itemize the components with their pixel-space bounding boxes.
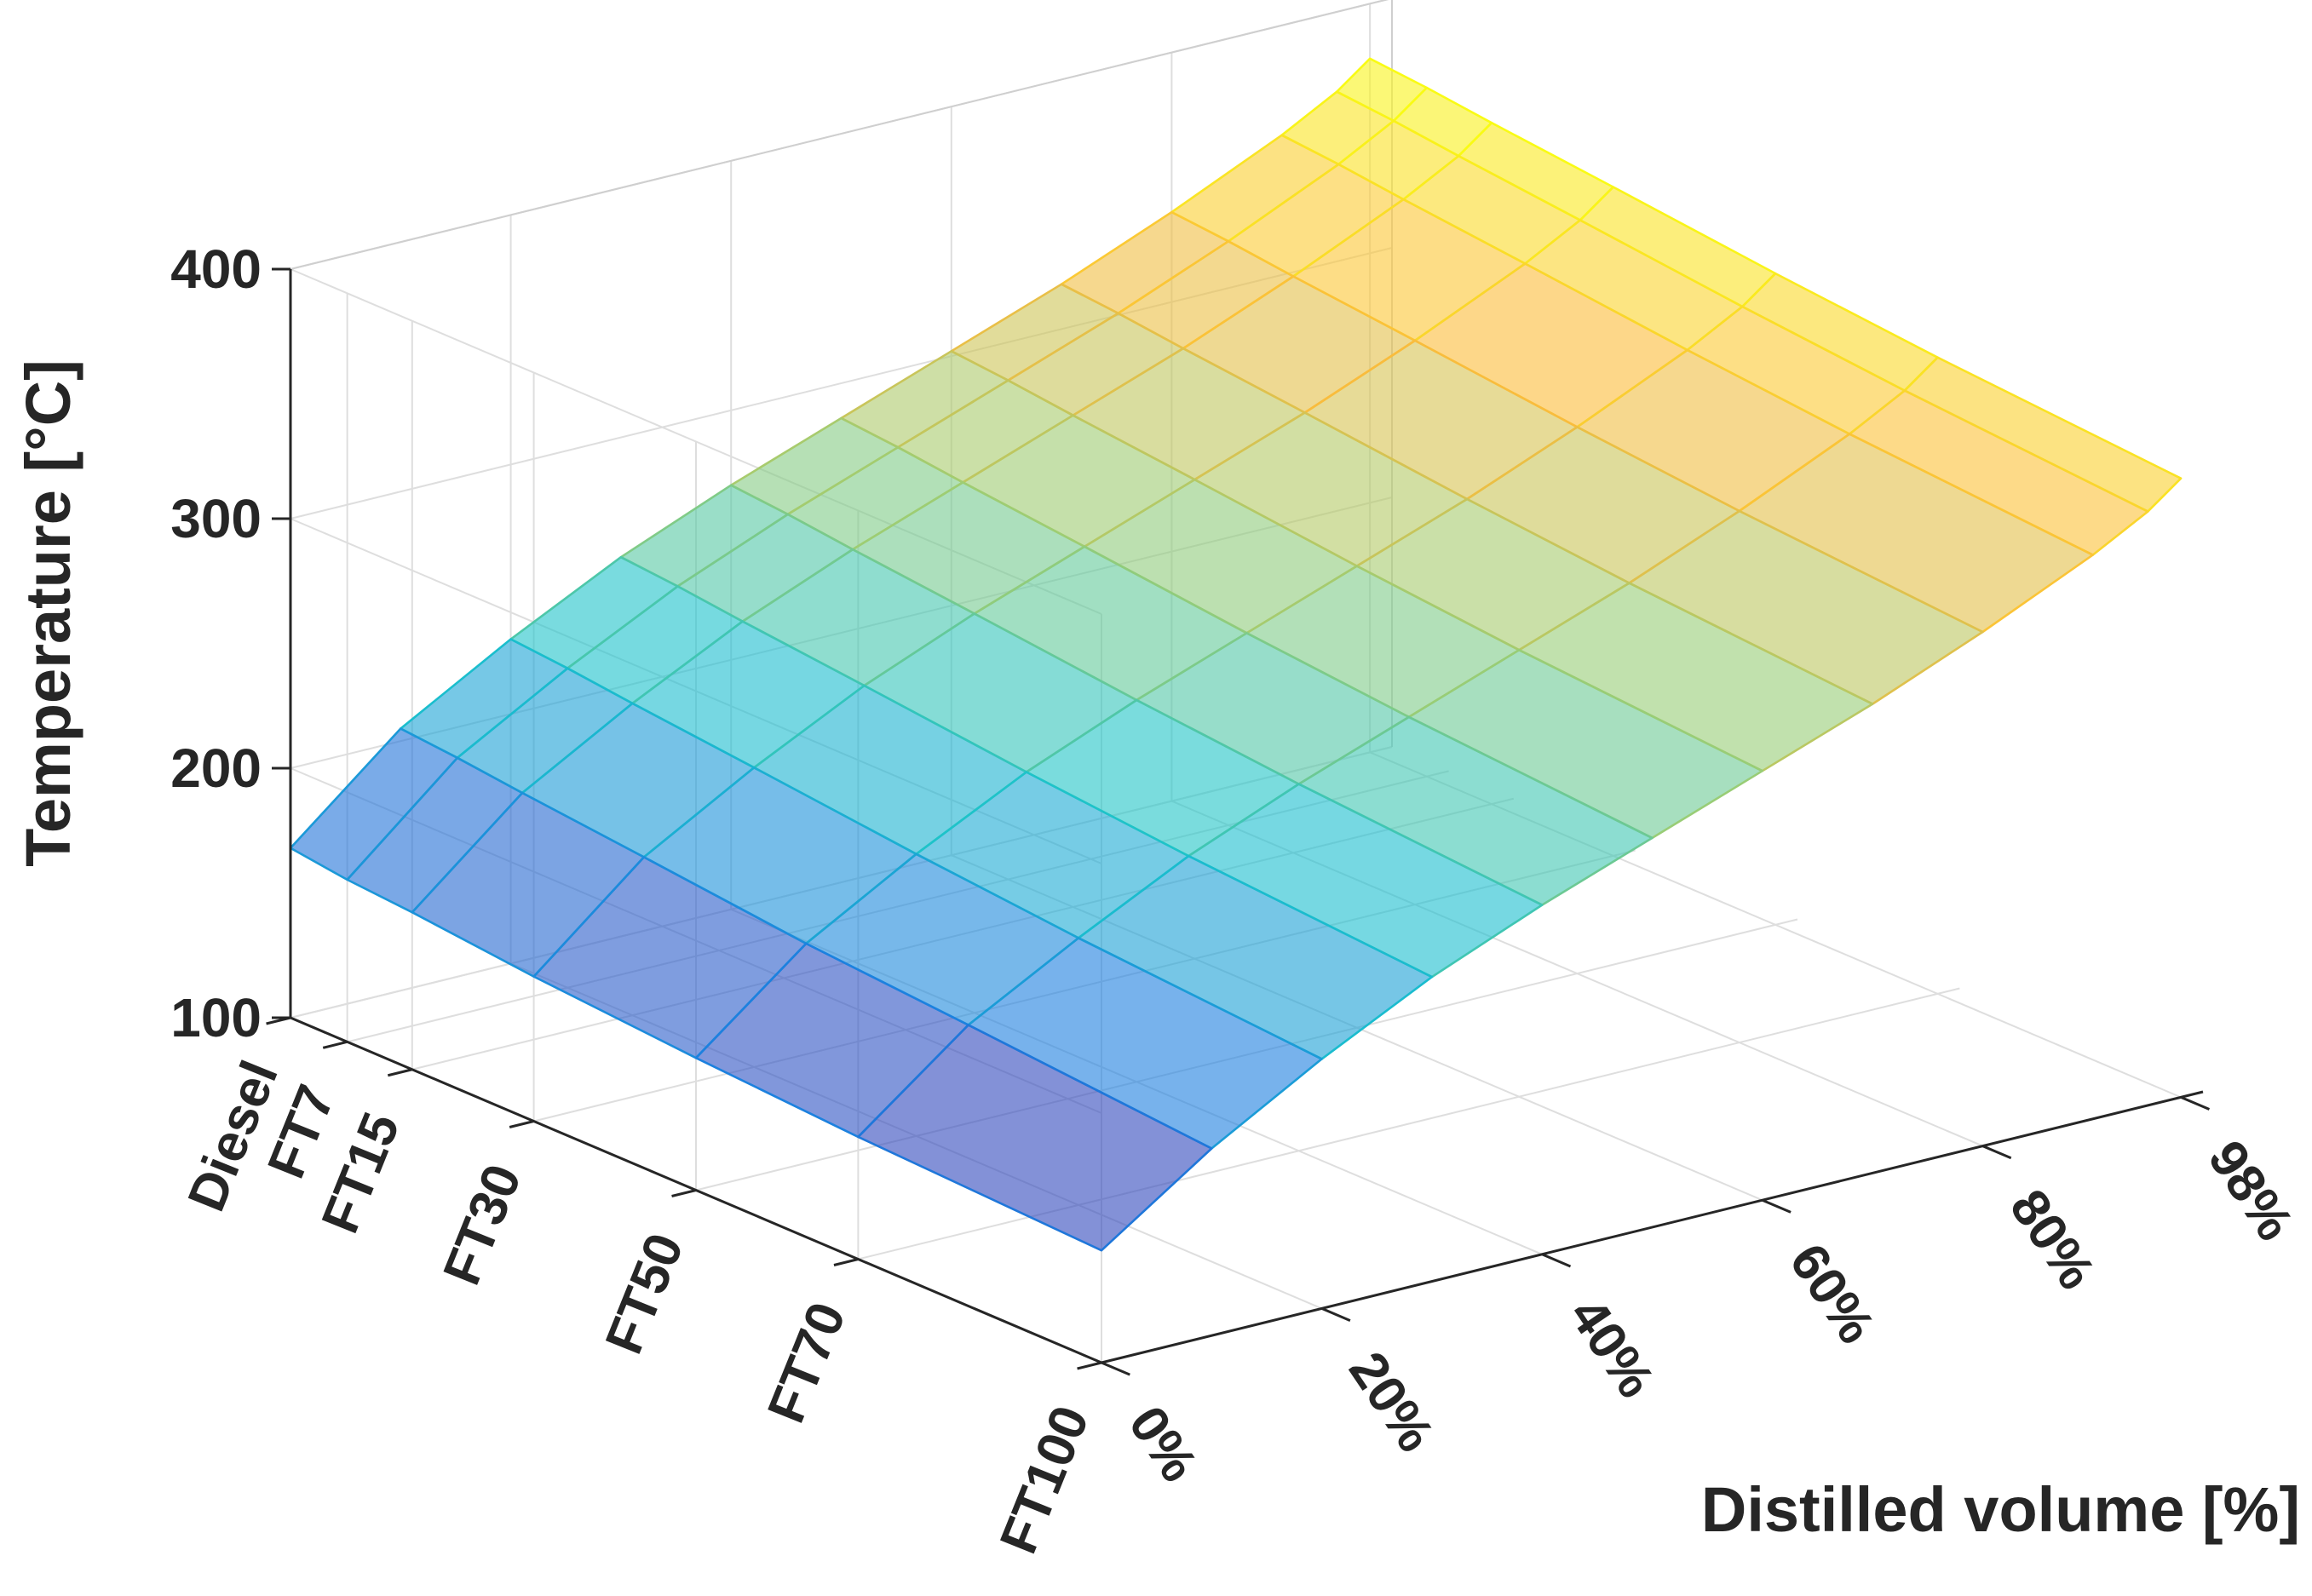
fuel-tick-mark bbox=[509, 1120, 534, 1128]
x-axis-title: Distilled volume [%] bbox=[1701, 1474, 2300, 1545]
z-tick-label: 400 bbox=[170, 238, 262, 300]
fuel-tick-mark bbox=[671, 1189, 697, 1197]
fuel-tick-mark bbox=[833, 1258, 859, 1266]
volume-axis-line bbox=[1101, 1090, 2204, 1364]
fuel-tick-mark bbox=[387, 1068, 413, 1077]
surface-layer bbox=[289, 57, 2183, 1252]
volume-tick-mark bbox=[1762, 1198, 1792, 1214]
z-tick-label: 300 bbox=[170, 488, 262, 549]
fuel-tick-mark bbox=[322, 1040, 348, 1049]
volume-tick-label: 0% bbox=[1117, 1396, 1208, 1492]
fuel-tick-label: FT30 bbox=[432, 1157, 532, 1293]
axes-box-edge bbox=[290, 0, 1389, 270]
volume-tick-mark bbox=[1101, 1361, 1130, 1376]
surface-patch-ft70-0 bbox=[857, 1024, 1213, 1252]
volume-tick-label: 60% bbox=[1778, 1233, 1886, 1353]
volume-tick-mark bbox=[2180, 1095, 2211, 1111]
fuel-tick-label: FT50 bbox=[595, 1226, 695, 1362]
volume-tick-label: 98% bbox=[2197, 1131, 2305, 1251]
volume-tick-label: 40% bbox=[1558, 1288, 1666, 1408]
z-tick-label: 100 bbox=[170, 987, 262, 1048]
volume-tick-mark bbox=[1321, 1307, 1351, 1322]
volume-tick-mark bbox=[1541, 1253, 1572, 1268]
fuel-tick-mark bbox=[266, 1016, 291, 1025]
fuel-tick-label: FT100 bbox=[989, 1398, 1101, 1561]
z-axis-title: Temperature [°C] bbox=[13, 359, 83, 867]
z-tick-label: 200 bbox=[170, 738, 262, 799]
fuel-tick-label: FT70 bbox=[756, 1295, 857, 1431]
volume-tick-mark bbox=[1981, 1145, 2012, 1160]
axes-layer bbox=[266, 267, 2211, 1376]
fuel-tick-mark bbox=[1077, 1361, 1102, 1370]
volume-tick-label: 80% bbox=[1999, 1180, 2107, 1300]
volume-tick-label: 20% bbox=[1337, 1342, 1446, 1462]
